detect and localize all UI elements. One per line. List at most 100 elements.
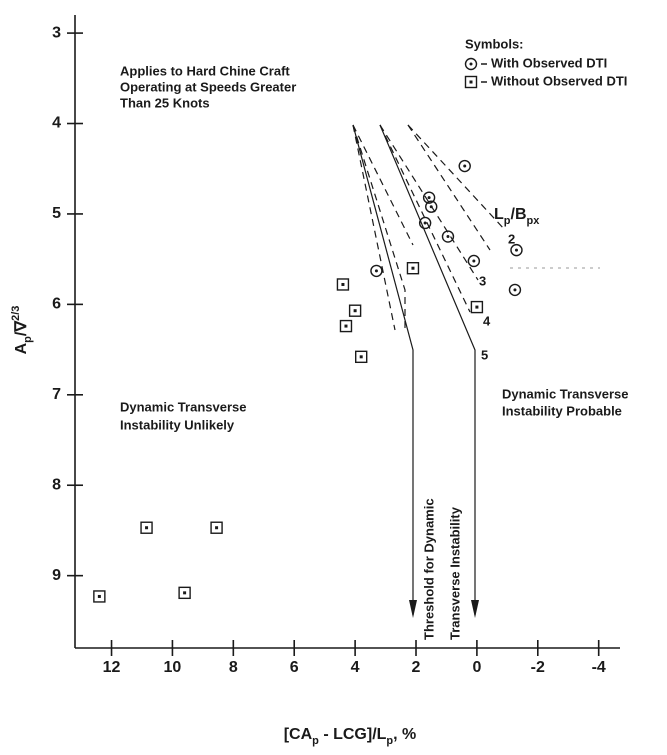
point [140, 521, 153, 534]
point-dot [353, 309, 357, 313]
point-dot [469, 62, 473, 66]
label-part: 2/3 [10, 306, 22, 321]
note: Operating at Speeds Greater [120, 79, 296, 94]
point-box [336, 278, 350, 291]
point-ring [422, 191, 436, 204]
x-tick-label: 0 [472, 659, 481, 676]
point-box [355, 350, 368, 364]
point [510, 243, 523, 257]
point-dot [97, 594, 101, 598]
point [508, 283, 522, 297]
point [370, 264, 383, 278]
point-dot [514, 248, 518, 252]
y-tick-label: 4 [52, 115, 61, 132]
ratio-value: 4 [483, 313, 491, 328]
arrow [471, 600, 479, 618]
x-tick-label: 10 [164, 659, 182, 676]
point-ring [441, 230, 455, 243]
x-tick-label: -4 [592, 659, 606, 676]
x-axis-label: [CAp - LCG]/Lp, % [284, 726, 417, 747]
point-ring [464, 57, 478, 71]
label-part: L [494, 206, 504, 223]
point [210, 521, 223, 534]
point-dot [469, 80, 473, 84]
y-tick-label: 8 [52, 476, 61, 493]
curve [407, 124, 491, 251]
note: Than 25 Knots [120, 95, 210, 110]
point-box [140, 521, 153, 534]
y-tick-label: 7 [52, 386, 61, 403]
point-dot [215, 526, 219, 530]
point-box [406, 262, 420, 275]
curve [379, 124, 476, 615]
point [418, 216, 432, 230]
threshold-curves [352, 124, 600, 618]
label-part: [CA [284, 726, 313, 743]
point [458, 159, 471, 173]
y-tick-label: 9 [52, 567, 61, 584]
point [336, 278, 350, 291]
point [339, 319, 353, 333]
note: Instability Unlikely [120, 417, 235, 432]
point-dot [513, 288, 517, 292]
legend-title: Symbols: [465, 36, 524, 51]
ratio-value: 3 [479, 273, 486, 288]
x-tick-label: -2 [531, 659, 545, 676]
point-ring [467, 254, 481, 268]
point-dot [423, 221, 427, 225]
point-box [93, 590, 106, 603]
curve [379, 124, 479, 281]
point-dot [429, 205, 433, 209]
note: Transverse Instability [447, 506, 462, 640]
point [425, 200, 438, 213]
point-box [464, 75, 478, 89]
note: Applies to Hard Chine Craft [120, 63, 290, 78]
point-box [210, 521, 223, 534]
x-tick-label: 12 [103, 659, 121, 676]
legend-marker [464, 57, 478, 71]
point-dot [145, 526, 149, 530]
curve [352, 124, 414, 615]
label-part: p [312, 735, 319, 747]
ratio-value: 2 [508, 231, 515, 246]
point-box [339, 319, 353, 333]
ratio-label: Lp/Bpx [494, 206, 540, 227]
legend-label: Without Observed DTI [491, 73, 627, 88]
x-tick-label: 8 [229, 659, 238, 676]
point-ring [418, 216, 432, 230]
point-box [348, 304, 362, 317]
y-axis-label: Ap/∇2/3 [10, 306, 34, 355]
note: Threshold for Dynamic [421, 498, 436, 640]
point-dot [183, 591, 187, 595]
label-part: A [13, 342, 30, 354]
note: Dynamic Transverse [502, 386, 628, 401]
legend-label: With Observed DTI [491, 55, 607, 70]
point [422, 191, 436, 204]
point-dot [475, 305, 479, 309]
note: Instability Probable [502, 403, 622, 418]
x-tick-label: 6 [290, 659, 299, 676]
curve [379, 124, 471, 313]
point-dot [446, 235, 450, 239]
point-ring [458, 159, 471, 173]
point-dot [411, 266, 415, 270]
point-ring [510, 243, 523, 257]
x-tick-label: 4 [351, 659, 360, 676]
point [348, 304, 362, 317]
point-ring [508, 283, 522, 297]
point-box [178, 586, 191, 600]
label-part: /B [511, 206, 527, 223]
y-tick-label: 3 [52, 24, 61, 41]
curve [352, 124, 396, 331]
label-part: p [504, 215, 511, 227]
point-dot [427, 196, 431, 200]
legend-marker [464, 75, 478, 89]
point [93, 590, 106, 603]
label-part: p [386, 735, 393, 747]
y-tick-label: 6 [52, 296, 61, 313]
point-box [470, 300, 484, 314]
curve [352, 124, 406, 330]
point [355, 350, 368, 364]
curve [352, 124, 414, 246]
note: Dynamic Transverse [120, 399, 246, 414]
